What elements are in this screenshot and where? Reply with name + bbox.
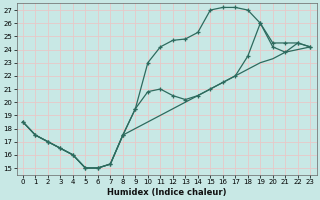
X-axis label: Humidex (Indice chaleur): Humidex (Indice chaleur) (107, 188, 226, 197)
